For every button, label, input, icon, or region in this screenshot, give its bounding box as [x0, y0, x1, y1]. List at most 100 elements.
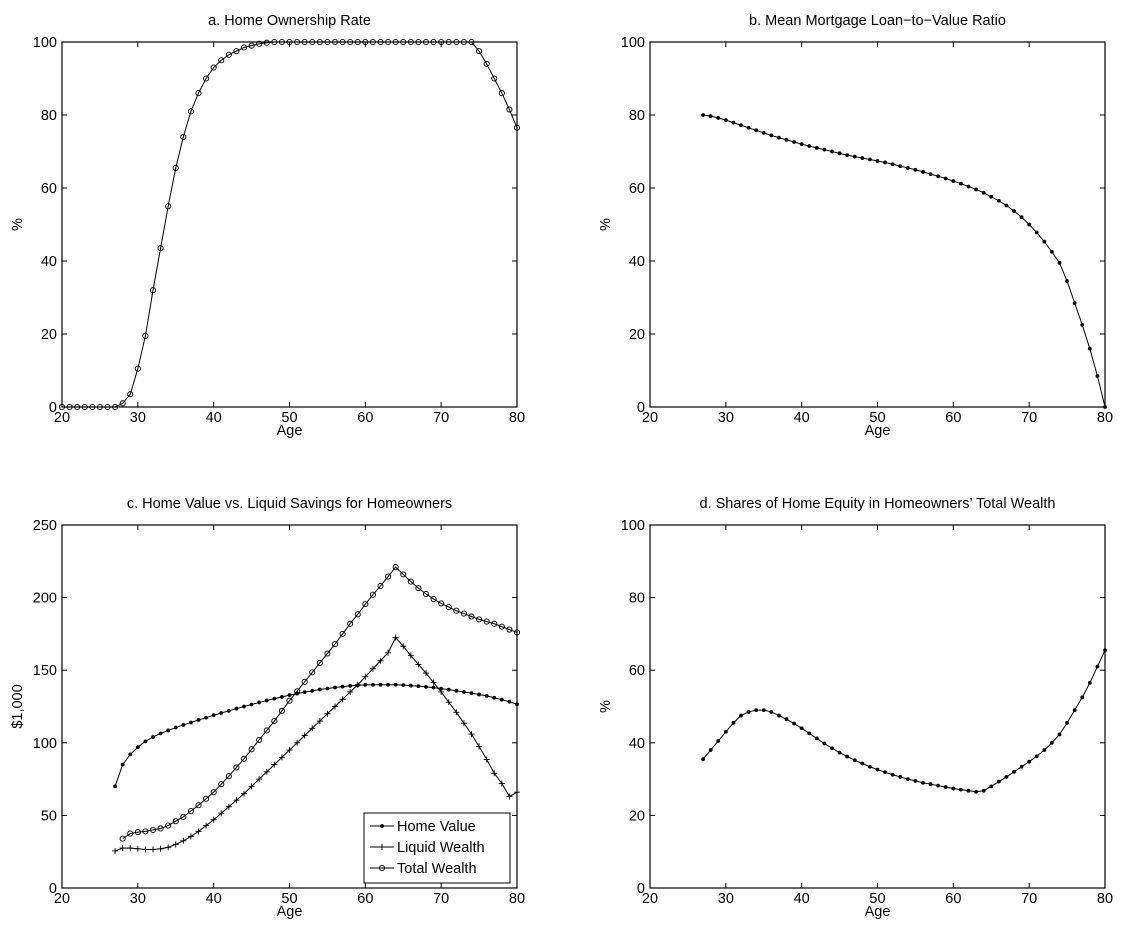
- data-point-3-0-39: [996, 779, 1001, 784]
- data-point-2-0-13: [211, 713, 216, 718]
- data-point-2-1-28: [324, 710, 331, 717]
- data-point-3-0-41: [1012, 769, 1016, 774]
- data-point-2-2-7: [172, 818, 179, 825]
- data-point-2-2-49: [491, 620, 498, 627]
- data-point-2-2-48: [483, 618, 490, 625]
- y-tick-label: 60: [41, 181, 57, 197]
- y-tick-label: 60: [629, 181, 645, 197]
- y-axis-label: %: [598, 700, 614, 713]
- data-point-2-0-21: [272, 696, 277, 701]
- data-point-2-1-0: [112, 847, 119, 854]
- data-point-2-0-22: [280, 695, 284, 699]
- data-point-2-2-14: [225, 773, 232, 780]
- data-point-0-0-13: [157, 245, 164, 252]
- data-point-2-0-30: [340, 684, 345, 689]
- data-point-2-2-34: [377, 582, 384, 590]
- y-tick-label: 40: [629, 254, 645, 270]
- data-point-2-0-5: [151, 735, 155, 739]
- legend-label: Home Value: [397, 819, 476, 835]
- y-tick-label: 80: [629, 108, 645, 124]
- data-point-0-0-57: [491, 75, 498, 82]
- data-point-3-0-21: [860, 761, 865, 766]
- data-point-1-0-9: [769, 133, 774, 138]
- y-tick-label: 60: [629, 663, 645, 679]
- data-point-2-1-34: [369, 665, 376, 672]
- data-point-1-0-36: [974, 187, 978, 192]
- x-tick-label: 30: [130, 410, 146, 426]
- data-point-2-0-26: [310, 688, 315, 693]
- data-point-3-0-38: [989, 784, 994, 789]
- series-line-home-value: [114, 684, 518, 787]
- legend-label: Liquid Wealth: [397, 840, 485, 856]
- data-point-2-1-12: [203, 822, 210, 829]
- data-point-2-0-52: [507, 699, 512, 704]
- data-point-3-0-31: [936, 783, 941, 788]
- chart-title: c. Home Value vs. Liquid Savings for Hom…: [127, 496, 452, 512]
- data-point-2-1-45: [453, 709, 460, 716]
- data-point-2-2-43: [445, 603, 452, 611]
- data-point-1-0-34: [959, 181, 963, 186]
- data-point-3-0-50: [1080, 695, 1085, 700]
- axes-box: [649, 524, 1106, 889]
- y-tick-label: 80: [629, 591, 645, 607]
- data-point-1-0-49: [1072, 301, 1077, 305]
- data-point-3-0-4: [731, 720, 736, 725]
- data-point-2-0-49: [484, 694, 489, 698]
- y-tick-label: 20: [41, 327, 57, 343]
- data-point-3-0-45: [1042, 748, 1047, 752]
- x-axis-label: Age: [865, 423, 891, 439]
- data-point-2-2-44: [453, 607, 460, 614]
- data-point-3-0-10: [777, 713, 781, 718]
- series-line-liquid-wealth: [114, 636, 518, 852]
- data-point-1-0-46: [1050, 249, 1054, 254]
- data-point-3-0-40: [1004, 775, 1009, 779]
- data-point-2-2-21: [278, 707, 285, 714]
- y-tick-label: 0: [637, 881, 645, 897]
- x-tick-label: 80: [1097, 410, 1113, 426]
- data-point-2-0-45: [454, 688, 459, 693]
- data-point-2-2-24: [301, 678, 308, 685]
- data-point-3-0-18: [837, 750, 842, 755]
- data-point-0-0-27: [263, 39, 270, 46]
- data-point-2-0-40: [416, 684, 421, 689]
- data-point-0-0-12: [149, 287, 157, 294]
- data-point-1-0-2: [716, 116, 721, 120]
- data-point-2-2-22: [286, 697, 293, 704]
- data-point-2-2-2: [134, 829, 141, 836]
- data-point-2-1-42: [430, 679, 437, 686]
- data-point-3-0-42: [1019, 764, 1024, 769]
- data-point-2-1-14: [218, 810, 225, 817]
- data-point-2-1-3: [134, 845, 141, 852]
- data-point-2-0-23: [287, 693, 292, 698]
- data-point-1-0-6: [746, 125, 751, 130]
- data-point-1-0-27: [905, 166, 910, 170]
- data-point-2-0-29: [333, 685, 337, 690]
- legend-box: [363, 812, 511, 884]
- data-point-2-1-18: [248, 783, 255, 790]
- y-tick-label: 0: [49, 400, 57, 416]
- x-tick-label: 20: [54, 410, 70, 426]
- data-point-0-0-18: [195, 90, 202, 97]
- data-point-1-0-35: [966, 184, 971, 189]
- data-point-2-1-10: [187, 833, 194, 840]
- data-point-2-2-47: [476, 616, 483, 623]
- data-point-1-0-40: [1004, 203, 1009, 208]
- data-point-3-0-47: [1057, 732, 1062, 737]
- data-point-1-0-22: [868, 157, 872, 162]
- data-point-0-0-55: [476, 48, 483, 55]
- x-tick-label: 20: [642, 891, 658, 907]
- data-point-2-0-28: [325, 686, 330, 691]
- data-point-0-0-25: [248, 42, 255, 49]
- data-point-2-1-9: [180, 837, 187, 844]
- legend: Home Value Liquid Wealth Total Wealth: [363, 812, 511, 884]
- data-point-1-0-52: [1095, 374, 1100, 378]
- data-point-0-0-23: [233, 48, 240, 55]
- y-tick-label: 40: [41, 254, 57, 270]
- data-point-0-0-15: [172, 164, 179, 171]
- data-point-2-0-33: [363, 682, 368, 687]
- data-point-2-1-51: [498, 780, 505, 787]
- data-point-2-0-34: [371, 682, 375, 687]
- data-point-3-0-25: [890, 772, 895, 777]
- data-point-2-2-13: [218, 781, 225, 788]
- panel-c: c. Home Value vs. Liquid Savings for Hom…: [10, 496, 525, 920]
